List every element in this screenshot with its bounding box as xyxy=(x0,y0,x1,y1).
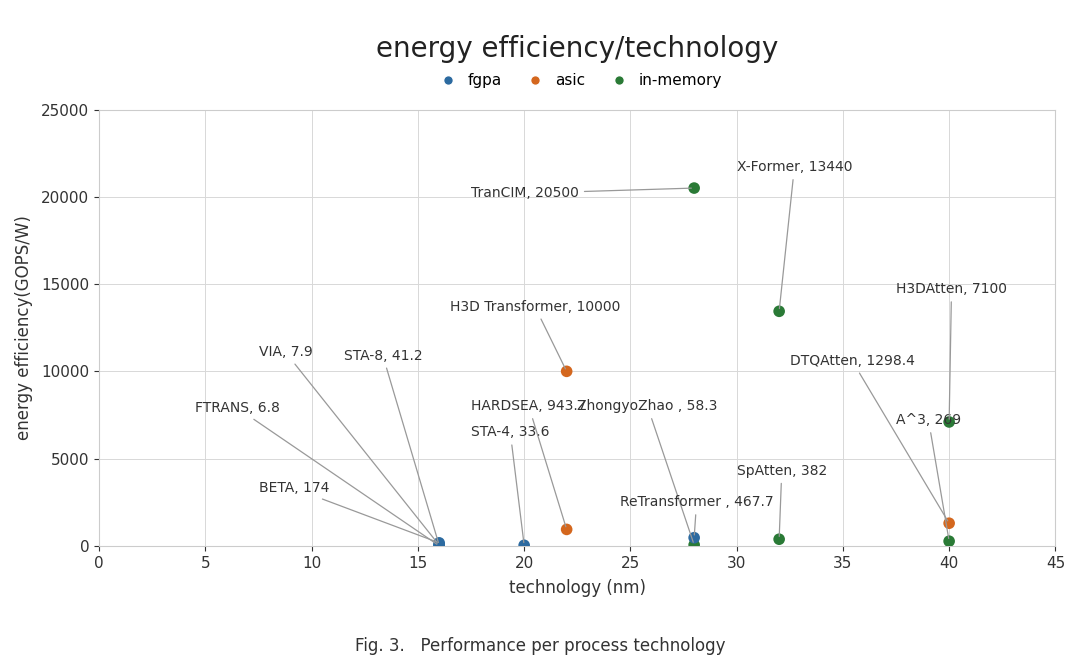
Point xyxy=(431,538,448,548)
Point xyxy=(770,534,787,544)
Y-axis label: energy efficiency(GOPS/W): energy efficiency(GOPS/W) xyxy=(15,215,33,440)
Point xyxy=(431,540,448,551)
Point xyxy=(431,540,448,551)
Point xyxy=(941,518,958,528)
Title: energy efficiency/technology: energy efficiency/technology xyxy=(376,35,779,63)
X-axis label: technology (nm): technology (nm) xyxy=(509,579,646,597)
Point xyxy=(941,536,958,546)
Text: VIA, 7.9: VIA, 7.9 xyxy=(258,345,437,543)
Text: STA-4, 33.6: STA-4, 33.6 xyxy=(471,426,550,543)
Text: FTRANS, 6.8: FTRANS, 6.8 xyxy=(194,401,437,544)
Text: X-Former, 13440: X-Former, 13440 xyxy=(737,160,852,309)
Text: H3DAtten, 7100: H3DAtten, 7100 xyxy=(896,282,1007,419)
Point xyxy=(686,183,703,193)
Text: H3D Transformer, 10000: H3D Transformer, 10000 xyxy=(449,300,620,369)
Point xyxy=(770,306,787,316)
Text: SpAtten, 382: SpAtten, 382 xyxy=(737,464,827,536)
Point xyxy=(431,540,448,551)
Text: ReTransformer , 467.7: ReTransformer , 467.7 xyxy=(620,495,773,535)
Text: Fig. 3.   Performance per process technology: Fig. 3. Performance per process technolo… xyxy=(354,638,726,655)
Text: STA-8, 41.2: STA-8, 41.2 xyxy=(343,349,438,542)
Point xyxy=(686,532,703,543)
Point xyxy=(941,417,958,427)
Text: DTQAtten, 1298.4: DTQAtten, 1298.4 xyxy=(789,354,948,521)
Legend: fgpa, asic, in-memory: fgpa, asic, in-memory xyxy=(427,67,728,94)
Point xyxy=(558,524,576,535)
Point xyxy=(515,540,532,551)
Text: BETA, 174: BETA, 174 xyxy=(258,481,436,542)
Text: ZhongyoZhao , 58.3: ZhongyoZhao , 58.3 xyxy=(578,399,717,542)
Text: HARDSEA, 943.7: HARDSEA, 943.7 xyxy=(471,399,586,527)
Point xyxy=(686,540,703,550)
Text: TranCIM, 20500: TranCIM, 20500 xyxy=(471,186,691,200)
Text: A^3, 269: A^3, 269 xyxy=(896,413,961,538)
Point xyxy=(558,366,576,376)
